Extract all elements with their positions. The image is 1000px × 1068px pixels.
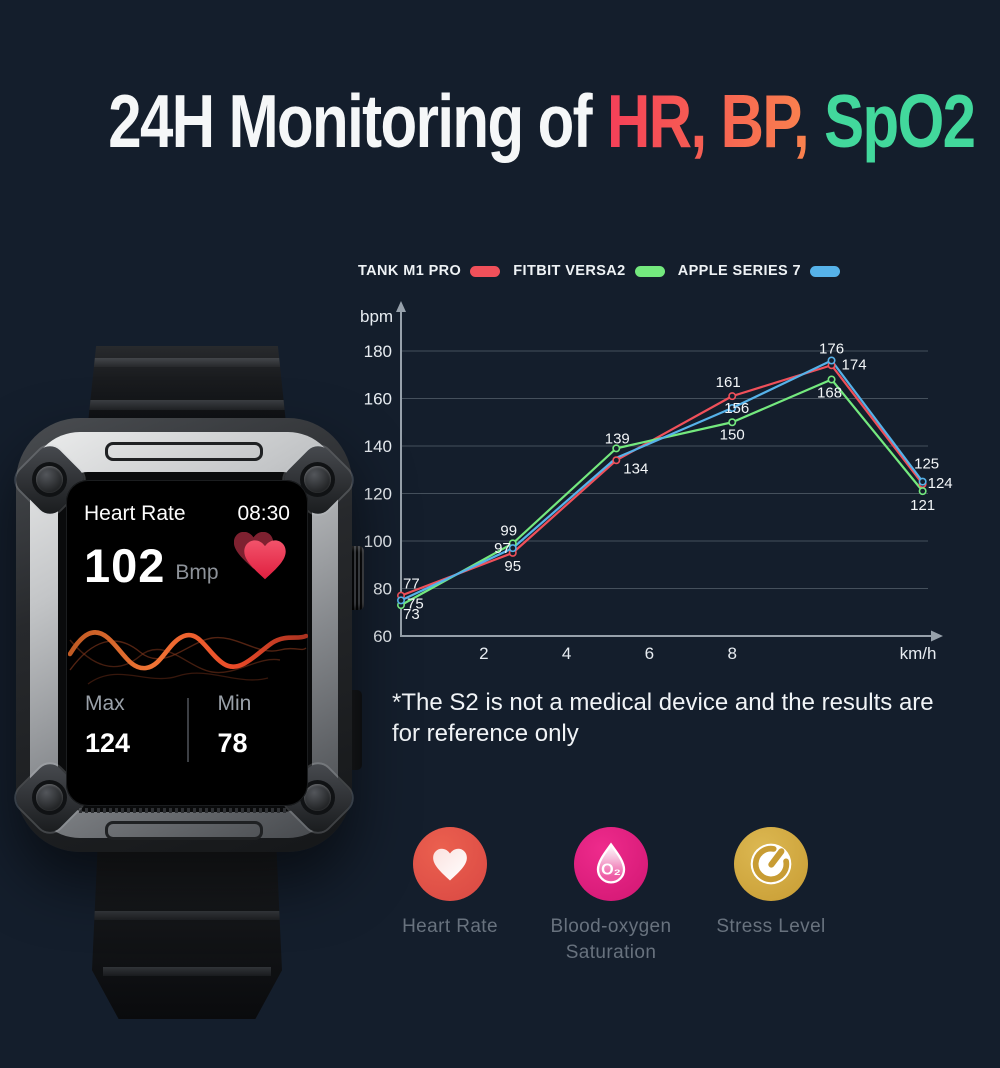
svg-text:124: 124 <box>928 475 953 492</box>
svg-text:95: 95 <box>504 558 521 575</box>
svg-text:121: 121 <box>910 497 935 514</box>
screen-time: 08:30 <box>237 502 290 525</box>
svg-text:100: 100 <box>364 532 392 551</box>
svg-text:139: 139 <box>605 430 630 447</box>
o2-drop-icon: O₂ <box>574 827 648 901</box>
heart-icon <box>233 531 296 591</box>
watch-case: Heart Rate 08:30 102 Bmp <box>10 418 358 852</box>
title-accent: HR, BP, <box>607 79 810 163</box>
svg-text:99: 99 <box>500 522 517 539</box>
heart-rate-chart: 180 160 140 120 100 80 60 2 4 6 8 bpm km/h 77 95 134 161… <box>352 295 956 675</box>
heart-rate-value: 102 <box>84 539 166 592</box>
feature-stress-level: Stress Level <box>686 827 856 940</box>
gauge-arc <box>752 845 790 883</box>
grille-texture <box>79 808 289 813</box>
legend-item-apple: APPLE SERIES 7 <box>678 263 840 279</box>
lug-slot-bottom <box>105 821 263 840</box>
svg-text:97: 97 <box>494 540 511 557</box>
gauge-icon <box>734 827 808 901</box>
legend-label: APPLE SERIES 7 <box>677 263 801 279</box>
gauge-needle <box>768 848 785 868</box>
svg-text:120: 120 <box>364 485 392 504</box>
watch-screen: Heart Rate 08:30 102 Bmp <box>66 480 308 806</box>
hr-chart-svg: 180 160 140 120 100 80 60 2 4 6 8 bpm km/h 77 95 134 161… <box>360 301 953 663</box>
screw-icon <box>36 466 63 493</box>
max-value: 124 <box>85 728 131 758</box>
svg-text:2: 2 <box>479 644 488 663</box>
screw-icon <box>304 784 331 811</box>
lug-slot-top <box>105 442 263 461</box>
svg-text:73: 73 <box>403 606 420 623</box>
svg-text:161: 161 <box>716 374 741 391</box>
watch-strap-bottom <box>92 845 282 1019</box>
svg-text:km/h: km/h <box>900 644 937 663</box>
legend-label: TANK M1 PRO <box>358 263 462 279</box>
svg-text:168: 168 <box>817 385 842 402</box>
legend-item-tank: TANK M1 PRO <box>358 263 501 279</box>
smartwatch-product: Heart Rate 08:30 102 Bmp <box>0 340 372 1040</box>
o2-label: O₂ <box>601 860 621 878</box>
legend-label: FITBIT VERSA2 <box>513 263 626 279</box>
title-accent2: SpO2 <box>824 79 976 163</box>
legend-item-fitbit: FITBIT VERSA2 <box>513 263 665 279</box>
legend-swatch-green <box>634 265 665 277</box>
feature-heart-rate: Heart Rate <box>365 827 535 940</box>
svg-text:125: 125 <box>914 456 939 473</box>
svg-text:4: 4 <box>562 644 571 663</box>
svg-text:77: 77 <box>403 576 420 593</box>
heart-rate-unit: Bmp <box>175 561 219 584</box>
divider <box>187 698 189 762</box>
heart-icon <box>413 827 487 901</box>
svg-text:176: 176 <box>819 341 844 358</box>
page-title: 24H Monitoring of HR, BP, SpO2 <box>0 84 1000 159</box>
svg-text:160: 160 <box>364 390 392 409</box>
min-label: Min <box>217 692 252 715</box>
feature-blood-oxygen: O₂ Blood-oxygen Saturation <box>526 827 696 965</box>
feature-label: Stress Level <box>716 916 826 937</box>
min-value: 78 <box>217 728 248 758</box>
disclaimer-text: *The S2 is not a medical device and the … <box>392 689 934 747</box>
svg-text:6: 6 <box>645 644 654 663</box>
feature-label: Heart Rate <box>402 916 498 937</box>
max-label: Max <box>85 692 125 715</box>
chart-legend: TANK M1 PRO FITBIT VERSA2 APPLE SERIES 7 <box>358 263 840 279</box>
svg-text:174: 174 <box>842 356 867 373</box>
legend-swatch-red <box>470 265 501 277</box>
screw-icon <box>304 466 331 493</box>
svg-text:140: 140 <box>364 437 392 456</box>
svg-text:60: 60 <box>373 627 392 646</box>
screen-app-title: Heart Rate <box>84 502 186 525</box>
svg-text:bpm: bpm <box>360 307 393 326</box>
svg-text:180: 180 <box>364 342 392 361</box>
svg-text:80: 80 <box>373 580 392 599</box>
title-text-white: 24H Monitoring of <box>108 79 592 163</box>
legend-swatch-blue <box>809 265 840 277</box>
svg-text:156: 156 <box>724 400 749 417</box>
svg-text:150: 150 <box>720 426 745 443</box>
svg-text:8: 8 <box>727 644 736 663</box>
feature-label: Blood-oxygen Saturation <box>550 916 672 963</box>
screw-icon <box>36 784 63 811</box>
svg-text:134: 134 <box>623 460 648 477</box>
svg-text:75: 75 <box>407 595 424 612</box>
wave-graphic <box>68 630 308 685</box>
